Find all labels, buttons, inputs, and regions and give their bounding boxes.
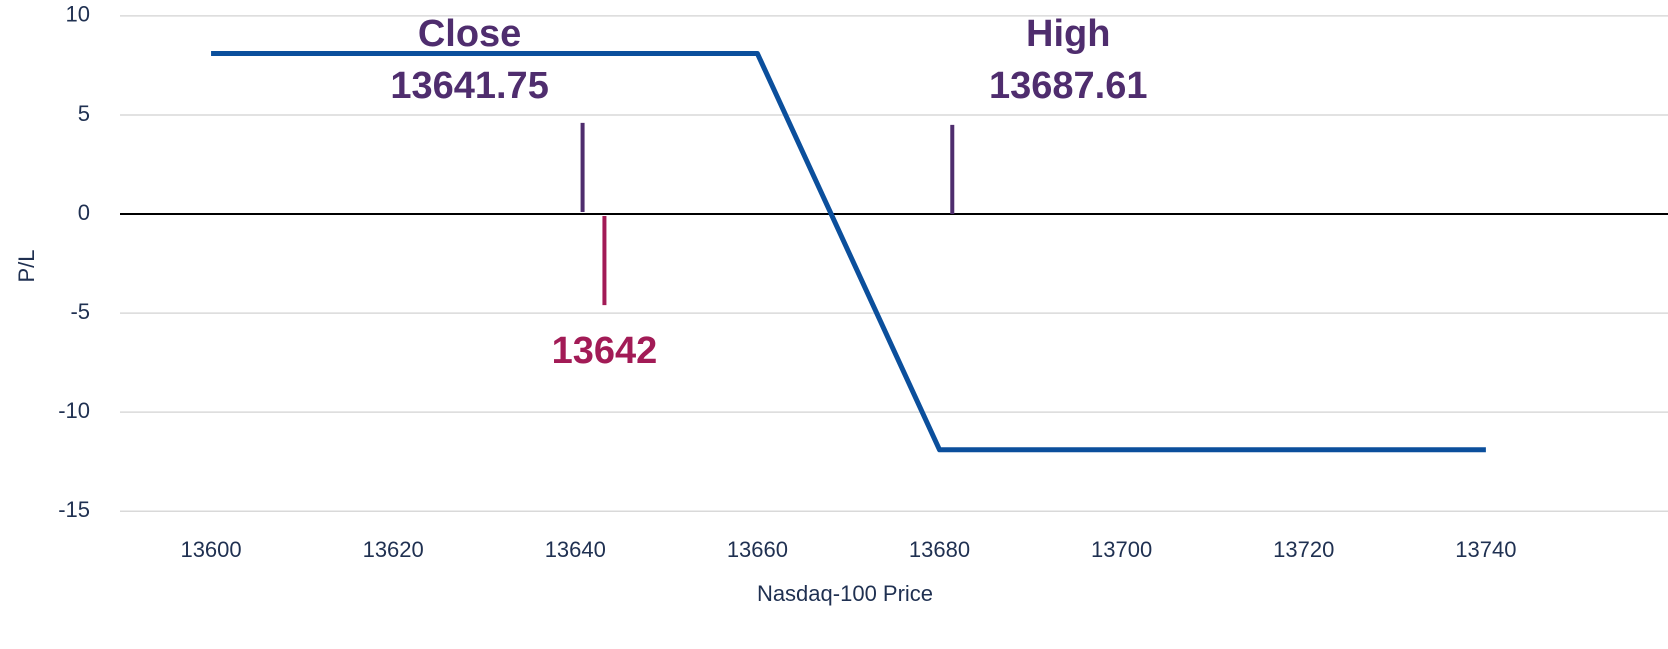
x-tick-label: 13700 bbox=[1091, 537, 1152, 562]
x-tick-label: 13600 bbox=[180, 537, 241, 562]
annotation-text: 13687.61 bbox=[989, 65, 1148, 107]
x-tick-label: 13720 bbox=[1273, 537, 1334, 562]
annotation-text: 13642 bbox=[552, 330, 658, 372]
annotation-text: 13641.75 bbox=[390, 65, 549, 107]
y-tick-label: 0 bbox=[78, 200, 90, 225]
y-tick-label: -10 bbox=[58, 398, 90, 423]
annotation-text: Close bbox=[418, 13, 521, 55]
y-axis-title: P/L bbox=[14, 249, 39, 282]
x-tick-label: 13660 bbox=[727, 537, 788, 562]
x-tick-label: 13620 bbox=[363, 537, 424, 562]
annotation-text: High bbox=[1026, 13, 1110, 55]
x-tick-label: 13740 bbox=[1455, 537, 1516, 562]
y-tick-label: -5 bbox=[70, 299, 90, 324]
x-tick-label: 13640 bbox=[545, 537, 606, 562]
pl-line bbox=[211, 51, 1486, 453]
y-tick-label: 5 bbox=[78, 101, 90, 126]
y-tick-label: -15 bbox=[58, 497, 90, 522]
x-tick-label: 13680 bbox=[909, 537, 970, 562]
x-axis-title: Nasdaq-100 Price bbox=[757, 581, 933, 606]
y-tick-label: 10 bbox=[66, 2, 90, 27]
